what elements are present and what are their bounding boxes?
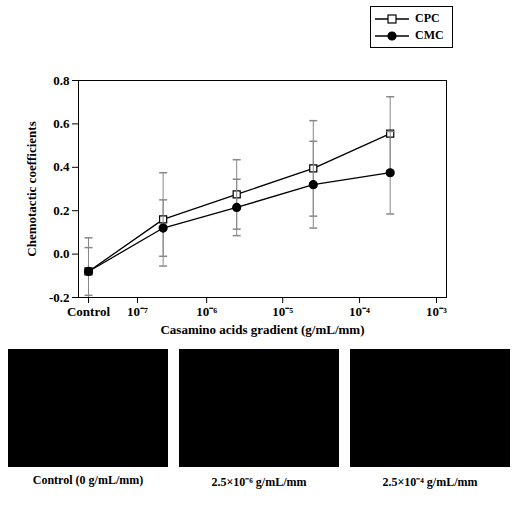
html-text:2.5×10⁻⁴ g/mL/mm: 2.5×10⁻⁴ g/mL/mm	[382, 475, 478, 489]
svg-text:10⁻⁴: 10⁻⁴	[349, 304, 370, 319]
svg-text:0.8: 0.8	[53, 73, 70, 88]
svg-text:0.0: 0.0	[53, 246, 69, 261]
svg-text:Casamino acids gradient (g/mL/: Casamino acids gradient (g/mL/mm)	[160, 322, 364, 337]
svg-text:10⁻⁵: 10⁻⁵	[272, 304, 293, 319]
svg-text:Chemotactic coefficients: Chemotactic coefficients	[24, 121, 39, 256]
html-text:Control (0 g/mL/mm): Control (0 g/mL/mm)	[32, 473, 144, 487]
svg-text:0.6: 0.6	[53, 116, 70, 131]
svg-text:Control: Control	[67, 304, 110, 319]
svg-text:10⁻⁷: 10⁻⁷	[127, 304, 148, 319]
svg-text:0.2: 0.2	[53, 203, 69, 218]
svg-text:0.4: 0.4	[53, 159, 70, 174]
svg-text:10⁻³: 10⁻³	[426, 304, 447, 319]
svg-text:-0.2: -0.2	[49, 290, 70, 305]
html-text:CMC: CMC	[415, 28, 444, 42]
html-text:CPC: CPC	[415, 11, 440, 25]
html-text:2.5×10⁻⁶ g/mL/mm: 2.5×10⁻⁶ g/mL/mm	[211, 475, 307, 489]
svg-text:10⁻⁶: 10⁻⁶	[196, 304, 217, 319]
